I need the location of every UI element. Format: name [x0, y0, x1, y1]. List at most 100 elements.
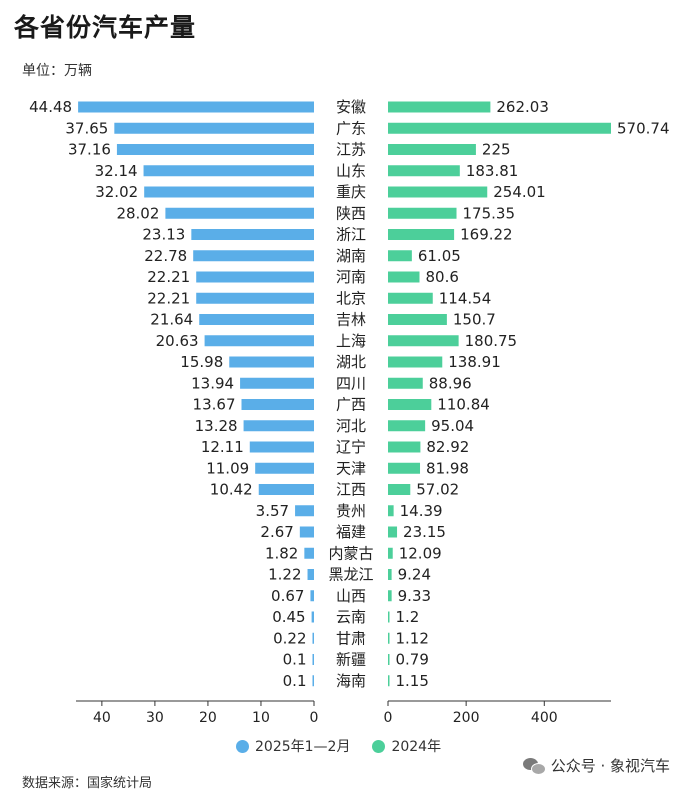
- bar-left: [240, 377, 314, 389]
- province-label: 黑龙江: [328, 566, 373, 584]
- legend-item-left[interactable]: 2025年1—2月: [236, 736, 350, 756]
- data-label-left: 12.11: [201, 438, 244, 456]
- bar-right: [388, 271, 420, 283]
- data-label-right: 81.98: [426, 459, 469, 477]
- province-label: 辽宁: [336, 438, 366, 456]
- bar-right: [388, 335, 459, 347]
- bar-left: [78, 101, 314, 113]
- bar-right: [388, 590, 392, 602]
- province-label: 贵州: [336, 502, 366, 520]
- data-label-right: 14.39: [400, 502, 443, 520]
- bar-right: [388, 292, 433, 304]
- data-label-right: 57.02: [416, 481, 459, 499]
- bar-right: [388, 569, 392, 580]
- bar-right: [388, 654, 390, 665]
- data-label-right: 61.05: [418, 247, 461, 265]
- data-label-left: 0.22: [273, 629, 306, 647]
- data-label-right: 570.74: [617, 119, 670, 137]
- data-label-right: 225: [482, 141, 511, 159]
- bar-left: [312, 632, 314, 644]
- legend-label-left: 2025年1—2月: [255, 739, 351, 755]
- data-label-right: 183.81: [466, 162, 518, 180]
- account-mark: 公众号 · 象视汽车: [522, 755, 670, 776]
- data-label-right: 114.54: [439, 289, 492, 307]
- bar-right: [388, 441, 421, 453]
- data-label-left: 0.1: [283, 651, 307, 669]
- bar-left: [243, 420, 314, 432]
- bar-left: [193, 250, 314, 262]
- data-label-left: 0.45: [272, 608, 305, 626]
- data-label-left: 28.02: [116, 204, 159, 222]
- bar-right: [388, 122, 611, 134]
- bar-right: [388, 186, 488, 198]
- bar-left: [299, 526, 314, 538]
- data-label-left: 23.13: [142, 226, 185, 244]
- data-label-left: 0.67: [271, 587, 304, 605]
- data-label-left: 15.98: [180, 353, 223, 371]
- bar-right: [388, 632, 390, 644]
- data-label-left: 13.94: [191, 374, 234, 392]
- bar-left: [258, 484, 314, 495]
- data-label-right: 262.03: [496, 98, 549, 116]
- data-label-left: 22.21: [147, 268, 190, 286]
- province-label: 江西: [336, 481, 366, 499]
- bar-left: [307, 569, 314, 580]
- data-label-left: 10.42: [210, 481, 253, 499]
- province-label: 内蒙古: [328, 544, 373, 562]
- province-label: 甘肃: [336, 629, 366, 647]
- province-label: 吉林: [336, 311, 366, 329]
- bar-right: [388, 462, 421, 474]
- province-label: 湖南: [336, 247, 366, 265]
- bar-left: [199, 314, 314, 325]
- province-label: 陕西: [336, 204, 366, 222]
- data-label-right: 1.15: [396, 672, 429, 690]
- bar-right: [388, 250, 412, 262]
- data-label-right: 110.84: [437, 396, 490, 414]
- bar-right: [388, 144, 476, 155]
- bar-left: [249, 441, 314, 453]
- data-label-right: 169.22: [460, 226, 513, 244]
- data-label-right: 95.04: [431, 417, 474, 435]
- data-label-left: 32.14: [95, 162, 138, 180]
- province-label: 云南: [336, 608, 366, 626]
- data-label-left: 22.78: [144, 247, 187, 265]
- province-label: 浙江: [336, 226, 366, 244]
- bar-right: [388, 314, 447, 325]
- data-label-right: 138.91: [448, 353, 501, 371]
- bar-right: [388, 611, 390, 623]
- data-label-left: 1.22: [268, 566, 301, 584]
- province-label: 广西: [336, 396, 366, 414]
- province-label: 重庆: [336, 183, 366, 201]
- bar-left: [312, 654, 314, 665]
- data-label-right: 80.6: [425, 268, 458, 286]
- province-label: 福建: [336, 523, 366, 541]
- bar-left: [165, 207, 314, 219]
- data-label-left: 13.28: [195, 417, 238, 435]
- tick-label-right: 0: [384, 710, 393, 726]
- bar-left: [144, 186, 314, 198]
- data-label-right: 9.24: [398, 566, 431, 584]
- tick-label-left: 30: [146, 710, 164, 726]
- province-label: 安徽: [336, 98, 366, 116]
- bar-right: [388, 526, 398, 538]
- legend-item-right[interactable]: 2024年: [372, 736, 441, 756]
- data-label-left: 13.67: [193, 396, 236, 414]
- bar-left: [229, 356, 314, 368]
- legend-label-right: 2024年: [391, 739, 442, 755]
- bar-right: [388, 165, 460, 177]
- bar-right: [388, 420, 426, 432]
- tick-label-left: 10: [252, 710, 270, 726]
- bar-right: [388, 101, 491, 113]
- province-label: 江苏: [336, 141, 366, 159]
- data-label-right: 150.7: [453, 311, 496, 329]
- province-label: 山西: [336, 587, 366, 605]
- data-label-left: 22.21: [147, 289, 190, 307]
- bar-right: [388, 505, 394, 517]
- data-label-right: 9.33: [398, 587, 431, 605]
- data-label-right: 23.15: [403, 523, 446, 541]
- data-label-right: 175.35: [463, 204, 516, 222]
- chart-title: 各省份汽车产量: [14, 13, 197, 42]
- province-label: 北京: [336, 289, 366, 307]
- data-label-right: 1.12: [396, 629, 429, 647]
- bar-left: [114, 122, 314, 134]
